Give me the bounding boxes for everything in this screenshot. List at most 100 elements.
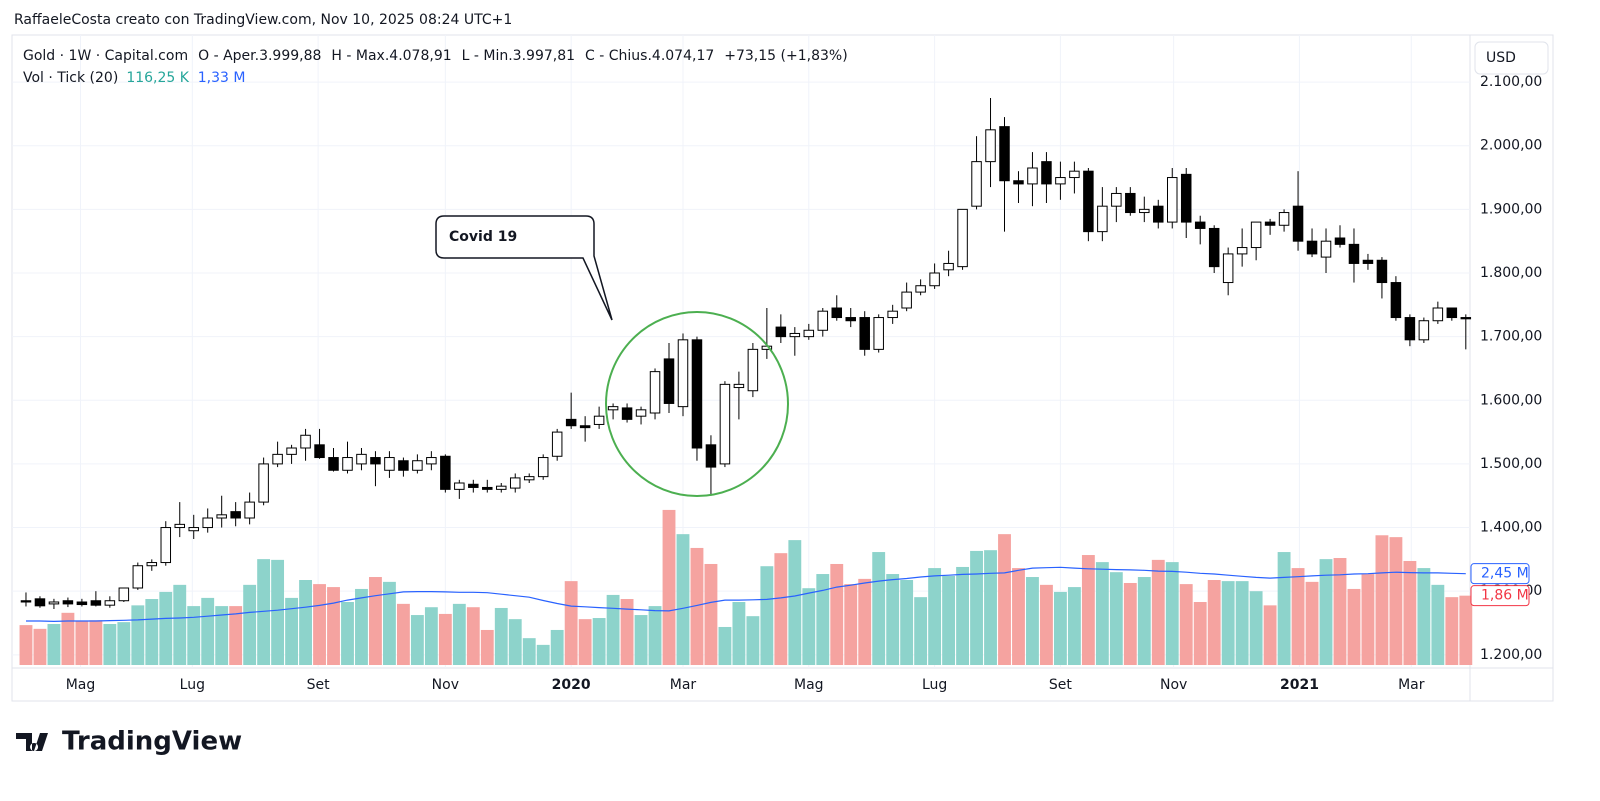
y-tick-label: 1.400,00 [1480, 520, 1542, 536]
volume-bar [383, 581, 396, 665]
candle-body [1250, 221, 1262, 249]
candle-body [1069, 170, 1080, 179]
volume-bar [858, 578, 872, 665]
volume-bar [1081, 555, 1095, 665]
volume-bar [1319, 559, 1333, 665]
candle-body [314, 444, 325, 459]
candle-body [1390, 282, 1402, 319]
candle-body [1125, 192, 1136, 214]
volume-bar [872, 552, 886, 665]
candle-body [649, 371, 661, 414]
y-tick-label: 1.200,00 [1480, 647, 1542, 663]
volume-bar [243, 584, 257, 665]
volume-bar [299, 580, 312, 665]
brand-logo: TradingView [16, 727, 242, 757]
candle-body [1055, 177, 1066, 185]
volume-bar [606, 594, 620, 665]
x-tick-label: 2020 [552, 677, 591, 693]
callout [435, 215, 613, 321]
volume-bar [592, 618, 606, 665]
candle-body [985, 129, 996, 163]
candle-body [901, 291, 912, 309]
x-tick-label: Mag [794, 677, 824, 693]
candle-body [1139, 208, 1150, 214]
volume-bar [1179, 584, 1193, 665]
volume-bar [508, 619, 522, 665]
volume-bar [1067, 587, 1081, 665]
candle-body [845, 317, 856, 322]
volume-bar [187, 606, 201, 665]
volume-bar [690, 547, 704, 665]
candle-body [1083, 170, 1094, 233]
candle-body [1111, 192, 1122, 207]
candle-body [621, 407, 633, 420]
candle-body [999, 126, 1010, 182]
currency-button[interactable] [1474, 41, 1549, 75]
volume-value: 116,25 K [126, 70, 189, 86]
low-label: L - Min.3.997,81 [462, 48, 575, 64]
volume-bar [1403, 560, 1417, 665]
x-tick-label: Mar [670, 677, 697, 693]
candle-body [76, 601, 88, 606]
candle-body [1418, 320, 1430, 341]
volume-bar [61, 612, 75, 665]
volume-bar [452, 603, 466, 665]
candle-body [1097, 205, 1108, 233]
candle-body [62, 600, 74, 605]
volume-bar [19, 625, 33, 665]
volume-bar [998, 534, 1011, 665]
axes: 1.200,001.300,001.400,001.500,001.600,00… [66, 74, 1543, 693]
volume-bar [1277, 552, 1291, 665]
candle-body [509, 477, 521, 489]
volume-bar [550, 629, 564, 665]
volume-bar [424, 607, 438, 665]
candle-body [537, 457, 549, 478]
candle-body [663, 358, 675, 404]
candle-body [1334, 237, 1346, 245]
candle-body [174, 523, 185, 529]
x-tick-label: Nov [1160, 677, 1187, 693]
volume-bar [956, 566, 969, 665]
candle-body [1362, 259, 1374, 264]
candle-body [579, 425, 591, 429]
open-label: O - Aper.3.999,88 [198, 48, 321, 64]
currency[interactable]: USD [1486, 50, 1516, 66]
volume-bar [1012, 568, 1025, 665]
volume-bar [1417, 568, 1431, 665]
x-tick-label: Mag [66, 677, 96, 693]
volume-bar [942, 575, 956, 665]
volume-bar [159, 591, 173, 665]
candle-body [775, 326, 787, 338]
y-tick-label: 1.700,00 [1480, 329, 1542, 345]
volume-bar [1123, 582, 1137, 665]
volume-bar [564, 581, 578, 665]
chart-frame [11, 34, 1554, 702]
x-tick-label: Set [1049, 677, 1073, 693]
volume-bar [1361, 574, 1375, 665]
candle-body [1222, 253, 1234, 284]
x-tick-label: Lug [922, 677, 947, 693]
volume-bar [704, 563, 718, 665]
volume-bar [103, 623, 117, 665]
volume-bar [760, 566, 774, 665]
volume-ma-value: 1,33 M [198, 70, 246, 86]
volume-bar [886, 574, 900, 665]
volume-bar [1347, 588, 1361, 665]
candle-body [202, 517, 213, 529]
volume-bar [1375, 535, 1389, 665]
volume-bar [369, 577, 382, 665]
candle-body [705, 444, 717, 468]
candle-body [523, 476, 535, 481]
volume-bar [788, 540, 802, 665]
volume-bar [1137, 577, 1151, 665]
legend: Gold · 1W · Capital.com O - Aper.3.999,8… [23, 48, 848, 86]
candle-body [817, 310, 829, 331]
volume-bar [1109, 572, 1123, 665]
candle-body [1278, 212, 1290, 226]
candle-body [370, 457, 381, 465]
volume-bar [984, 550, 997, 665]
candle-body [565, 418, 577, 427]
candle-body [1208, 227, 1220, 268]
volume-bar [816, 574, 830, 665]
x-tick-label: Mar [1398, 677, 1425, 693]
